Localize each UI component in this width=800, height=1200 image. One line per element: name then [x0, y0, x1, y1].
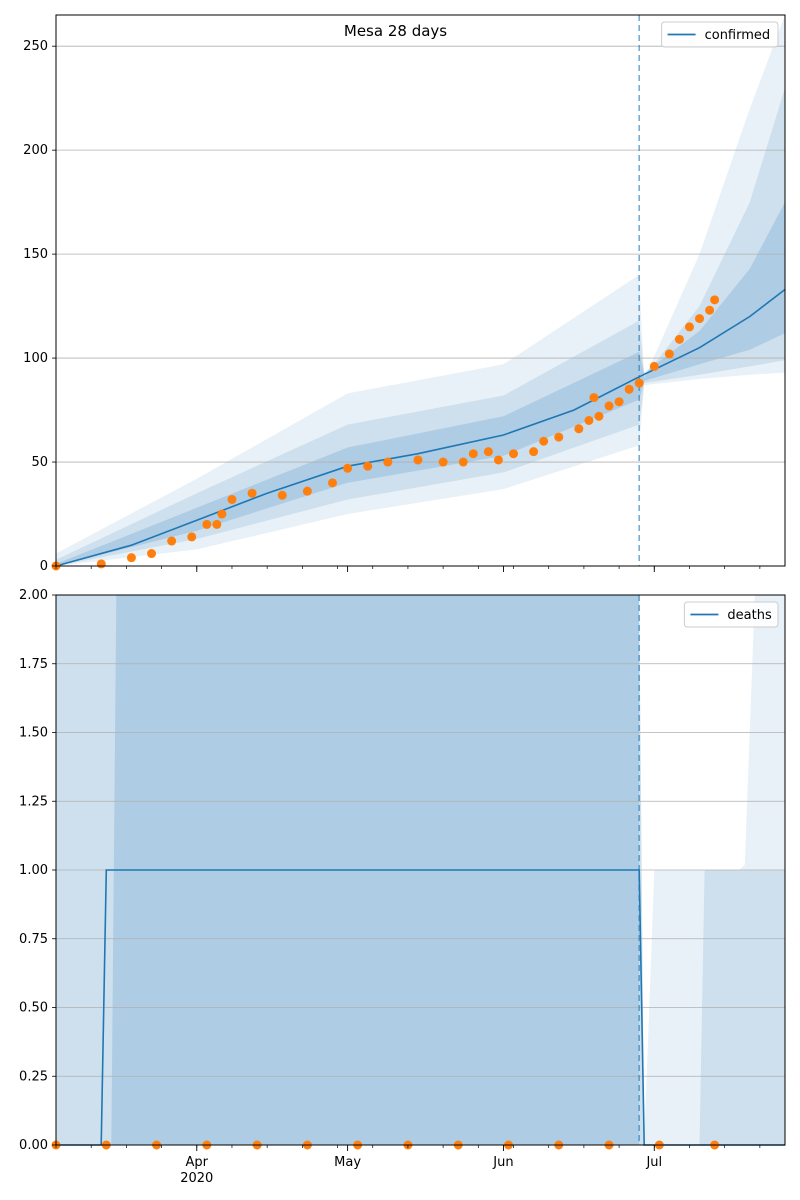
deaths-chart: 0.00 0.25 0.50 0.75 1.00 1.25 1.50 1.75 2.00 Apr…: [19, 588, 786, 1186]
confirmed-y-tick-label: 200: [23, 143, 48, 158]
confirmed-band-outer: [56, 15, 785, 566]
confirmed-legend: confirmed: [661, 21, 779, 48]
deaths-y-tick-label: 1.00: [19, 863, 48, 878]
deaths-y-tick-label: 0.50: [19, 1001, 48, 1016]
confirmed-observed-point: [328, 478, 338, 488]
deaths-y-tick-label: 0.75: [19, 932, 48, 947]
confirmed-observed-point: [383, 457, 393, 467]
confirmed-observed-point: [147, 549, 157, 559]
confirmed-observed-point: [509, 449, 519, 459]
confirmed-observed-point: [695, 314, 705, 324]
legend-box: [661, 21, 779, 48]
deaths-legend: deaths: [683, 601, 779, 628]
confirmed-observed-point: [302, 486, 312, 496]
confirmed-model-line: [55, 288, 786, 567]
deaths-x-tick-label: Apr: [186, 1155, 209, 1170]
deaths-y-tick-label: 1.75: [19, 657, 48, 672]
deaths-y-axis: 0.00 0.25 0.50 0.75 1.00 1.25 1.50 1.75 2.00: [19, 588, 56, 1153]
confirmed-y-tick-label: 0: [40, 559, 48, 574]
confirmed-y-tick-label: 100: [23, 351, 48, 366]
confirmed-observed-point: [217, 509, 227, 519]
confirmed-x-axis: [55, 566, 761, 572]
confirmed-observed-point: [684, 322, 694, 332]
confirmed-observed-point: [604, 401, 614, 411]
confirmed-observed-point: [413, 455, 423, 465]
confirmed-observed-point: [277, 490, 287, 500]
deaths-x-axis: Apr May Jun Jul: [55, 1145, 761, 1170]
confirmed-axes-frame: [55, 14, 786, 567]
legend-label-deaths: deaths: [727, 608, 772, 623]
confirmed-observed-point: [539, 436, 549, 446]
confirmed-observed-point: [458, 457, 468, 467]
deaths-y-tick-label: 0.25: [19, 1069, 48, 1084]
confirmed-observed-point: [589, 393, 599, 403]
confirmed-observed-point: [674, 334, 684, 344]
confirmed-observed-point: [187, 532, 197, 542]
confirmed-observed-point: [649, 361, 659, 371]
confirmed-y-tick-label: 50: [31, 455, 48, 470]
confirmed-observed-point: [624, 384, 634, 394]
confirmed-observed-point: [634, 378, 644, 388]
deaths-y-tick-label: 1.25: [19, 794, 48, 809]
confirmed-observed-point: [96, 559, 106, 569]
confirmed-observed-point: [247, 488, 257, 498]
confirmed-observed-point: [483, 447, 493, 457]
confirmed-observed-point: [584, 415, 594, 425]
x-axis-year-label: 2020: [180, 1171, 213, 1186]
confirmed-model-polyline: [55, 288, 786, 567]
confirmed-observed-point: [705, 305, 715, 315]
confirmed-observed-point: [202, 519, 212, 529]
confirmed-observed-point: [614, 397, 624, 407]
confirmed-observed-point: [664, 349, 674, 359]
confirmed-chart: 0 50 100 150 200 250 Mesa 28 days confirmed: [23, 14, 786, 574]
confirmed-y-tick-label: 150: [23, 247, 48, 262]
confirmed-observed-points: [51, 295, 720, 571]
confirmed-observed-point: [438, 457, 448, 467]
confirmed-observed-point: [343, 463, 353, 473]
legend-box: [683, 601, 779, 628]
deaths-y-tick-label: 1.50: [19, 726, 48, 741]
deaths-y-tick-label: 2.00: [19, 588, 48, 603]
confirmed-observed-point: [126, 553, 136, 563]
confirmed-observed-point: [574, 424, 584, 434]
deaths-x-tick-label: May: [334, 1155, 361, 1170]
deaths-y-tick-label: 0.00: [19, 1138, 48, 1153]
confirmed-y-tick-label: 250: [23, 39, 48, 54]
confirmed-observed-point: [594, 411, 604, 421]
confirmed-observed-point: [554, 432, 564, 442]
confirmed-observed-point: [529, 447, 539, 457]
legend-label-confirmed: confirmed: [705, 28, 771, 43]
confirmed-observed-point: [363, 461, 373, 471]
confirmed-observed-point: [468, 449, 478, 459]
confirmed-y-axis: 0 50 100 150 200 250: [23, 39, 56, 574]
confirmed-observed-point: [167, 536, 177, 546]
confirmed-observed-point: [493, 455, 503, 465]
confirmed-observed-point: [212, 519, 222, 529]
confirmed-observed-point: [710, 295, 720, 305]
confirmed-observed-point: [227, 494, 237, 504]
deaths-x-tick-label: Jul: [645, 1155, 662, 1170]
chart-title: Mesa 28 days: [344, 22, 447, 40]
deaths-x-tick-label: Jun: [492, 1155, 513, 1170]
